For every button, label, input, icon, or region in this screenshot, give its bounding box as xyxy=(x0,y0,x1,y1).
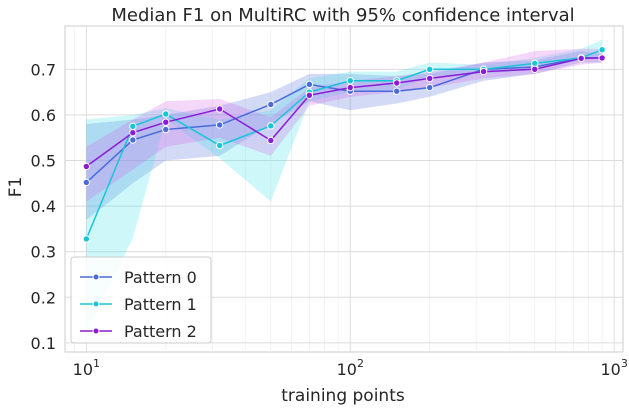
x-axis-label: training points xyxy=(281,386,405,406)
legend: Pattern 0 Pattern 1 Pattern 2 xyxy=(70,256,212,344)
pattern-0-point xyxy=(215,121,224,129)
y-tick-label: 0.7 xyxy=(31,60,56,79)
pattern-1-point xyxy=(267,122,275,130)
y-tick-label: 0.3 xyxy=(31,243,56,262)
pattern-2-point xyxy=(426,74,434,83)
pattern-2-point xyxy=(267,136,275,145)
pattern-2-point xyxy=(598,54,606,62)
legend-frame xyxy=(70,256,212,344)
legend-item-pattern-1: Pattern 1 xyxy=(80,295,197,314)
y-axis-label: F1 xyxy=(6,177,26,198)
y-tick-label: 0.4 xyxy=(31,197,56,216)
pattern-0-point xyxy=(393,87,401,95)
legend-swatch-marker xyxy=(92,300,100,308)
y-tick-label: 0.6 xyxy=(31,106,56,125)
pattern-2-point xyxy=(82,162,91,171)
pattern-2-point xyxy=(577,54,585,63)
chart-title: Median F1 on MultiRC with 95% confidence… xyxy=(111,5,574,26)
pattern-0-confidence-band xyxy=(86,51,603,220)
y-tick-label: 0.1 xyxy=(31,334,56,353)
x-axis-ticks: 101 102 103 xyxy=(73,357,628,379)
pattern-0-point xyxy=(267,100,275,109)
x-tick-label: 101 xyxy=(73,357,100,379)
pattern-1-point xyxy=(215,141,224,150)
pattern-0-point xyxy=(162,125,170,134)
pattern-1-point xyxy=(346,77,354,85)
pattern-1-point xyxy=(598,46,606,54)
legend-swatch-marker xyxy=(92,273,100,281)
legend-item-pattern-0: Pattern 0 xyxy=(80,268,197,287)
legend-item-pattern-2: Pattern 2 xyxy=(80,322,197,341)
series-points xyxy=(82,46,606,243)
y-tick-label: 0.5 xyxy=(31,152,56,171)
pattern-2-point xyxy=(393,79,401,87)
pattern-0-point xyxy=(305,80,314,89)
pattern-2-point xyxy=(479,67,488,76)
x-tick-label: 103 xyxy=(600,357,627,379)
pattern-1-point xyxy=(82,235,91,243)
pattern-1-point xyxy=(426,65,434,74)
legend-label: Pattern 1 xyxy=(124,295,197,314)
y-axis-ticks: 0.1 0.2 0.3 0.4 0.5 0.6 0.7 xyxy=(31,60,56,353)
legend-label: Pattern 0 xyxy=(124,268,197,287)
pattern-1-point xyxy=(162,110,170,118)
pattern-2-point xyxy=(215,105,224,113)
x-tick-label: 102 xyxy=(337,357,364,379)
pattern-0-point xyxy=(129,136,137,144)
pattern-0-point xyxy=(82,178,91,187)
pattern-2-point xyxy=(346,83,354,92)
pattern-1-point xyxy=(129,122,137,131)
grid xyxy=(65,26,623,352)
pattern-2-point xyxy=(305,91,314,100)
legend-swatch-marker xyxy=(92,327,100,335)
legend-label: Pattern 2 xyxy=(124,322,197,341)
pattern-2-point xyxy=(531,65,539,74)
pattern-2-point xyxy=(162,118,170,126)
y-tick-label: 0.2 xyxy=(31,288,56,307)
pattern-2-point xyxy=(129,128,137,137)
pattern-0-point xyxy=(426,83,434,92)
